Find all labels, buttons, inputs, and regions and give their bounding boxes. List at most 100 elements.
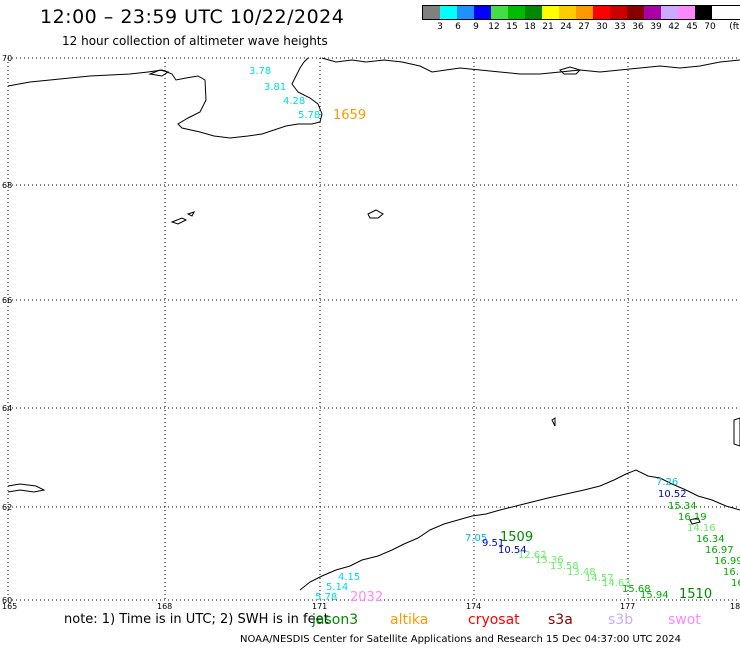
legend-unit: (ft) — [729, 22, 740, 32]
island-north — [559, 66, 581, 75]
satellite-swot: swot — [668, 612, 701, 628]
legend-label: 3 — [437, 22, 443, 32]
swh-value: 15.94 — [640, 590, 669, 601]
satellite-altika: altika — [390, 612, 429, 628]
legend-label: 42 — [668, 22, 680, 32]
legend-label: 12 — [488, 22, 500, 32]
lon-label: 165 — [2, 602, 17, 611]
legend-label: 24 — [560, 22, 572, 32]
swh-value: 13.36 — [535, 555, 564, 566]
island-small-3 — [186, 211, 195, 217]
island-s-1 — [733, 417, 740, 447]
swh-value: 5.78 — [315, 592, 337, 603]
swh-value: 10.52 — [658, 489, 687, 500]
legend-swatch — [661, 6, 678, 19]
swh-value: 14.16 — [687, 523, 716, 534]
legend-swatch — [576, 6, 593, 19]
swh-value: 12.62 — [518, 550, 547, 561]
swh-value: 16.34 — [696, 534, 725, 545]
credit-line: NOAA/NESDIS Center for Satellite Applica… — [240, 634, 682, 645]
legend-swatch — [559, 6, 576, 19]
coast-north — [7, 57, 323, 139]
lat-label: 68 — [2, 181, 12, 190]
legend-swatch — [474, 6, 491, 19]
swh-value: 5.78 — [298, 110, 320, 121]
island-small-1 — [367, 209, 384, 219]
legend-label: 15 — [506, 22, 518, 32]
legend-swatches — [422, 5, 740, 20]
swh-value: 16.19 — [678, 512, 707, 523]
swh-value: 14.57 — [585, 573, 614, 584]
lon-labels: 165 168 171 174 177 180 — [2, 602, 740, 611]
footer-note: note: 1) Time is in UTC; 2) SWH is in fe… — [64, 612, 329, 627]
legend-swatch — [508, 6, 525, 19]
coast-north-east — [321, 57, 740, 75]
swh-observations: 3.78 3.81 4.28 5.78 7.05 9.51 10.54 12.6… — [249, 66, 740, 603]
swh-value: 14.63 — [602, 578, 631, 589]
legend-swatch — [525, 6, 542, 19]
legend-label: 9 — [473, 22, 479, 32]
swh-value: 3.81 — [264, 82, 286, 93]
swh-value: 10.54 — [498, 545, 527, 556]
legend-swatch — [593, 6, 610, 19]
lon-label: 168 — [157, 602, 172, 611]
legend-swatch — [678, 6, 695, 19]
satellite-s3a: s3a — [548, 612, 573, 628]
island-kotzebue — [148, 69, 170, 77]
swh-value: 16 — [731, 578, 740, 589]
legend-swatch — [695, 6, 712, 19]
swh-value: 13.48 — [567, 567, 596, 578]
satellite-s3b: s3b — [608, 612, 634, 628]
satellite-cryosat: cryosat — [468, 612, 520, 628]
swh-value: 9.51 — [482, 538, 504, 549]
lon-label: 171 — [312, 602, 327, 611]
map-title: 12:00 – 23:59 UTC 10/22/2024 — [40, 6, 345, 28]
legend-swatch — [542, 6, 559, 19]
pass-time: 1510 — [679, 587, 712, 602]
legend-label: 33 — [614, 22, 626, 32]
legend-label: 30 — [596, 22, 608, 32]
lon-label: 177 — [620, 602, 635, 611]
satellite-jason3: jason3 — [312, 612, 359, 628]
legend-label: 70 — [704, 22, 716, 32]
coast-south — [299, 469, 740, 591]
legend-swatch — [610, 6, 627, 19]
lat-label: 60 — [2, 596, 12, 605]
swh-value: 7.05 — [465, 533, 487, 544]
pass-time: 2032 — [350, 590, 383, 605]
swh-value: 16.99 — [714, 556, 740, 567]
island-s-2 — [551, 417, 556, 427]
swh-value: 7.26 — [656, 477, 678, 488]
lon-label: 180 — [730, 602, 740, 611]
pass-time: 1509 — [500, 530, 533, 545]
legend-label: 21 — [542, 22, 554, 32]
swh-value: 4.28 — [283, 96, 305, 107]
legend-label: 18 — [524, 22, 536, 32]
lat-label: 64 — [2, 404, 12, 413]
island-s-3 — [689, 517, 701, 525]
legend-swatch — [627, 6, 644, 19]
legend-label: 6 — [455, 22, 461, 32]
st-lawrence — [7, 483, 46, 493]
legend-label: 36 — [632, 22, 644, 32]
lat-label: 62 — [2, 503, 12, 512]
lon-label: 174 — [466, 602, 481, 611]
legend-swatch — [491, 6, 508, 19]
swh-value: 16. — [723, 567, 739, 578]
pass-time: 1659 — [333, 108, 366, 123]
swh-value: 16.97 — [705, 545, 734, 556]
lat-label: 66 — [2, 296, 12, 305]
legend-swatch — [644, 6, 661, 19]
swh-value: 15.68 — [622, 584, 651, 595]
island-small-2 — [170, 217, 188, 225]
swh-value: 4.15 — [338, 572, 360, 583]
pass-times: 1659 1509 2032 1510 — [333, 108, 712, 605]
legend-label: 45 — [686, 22, 698, 32]
graticule — [7, 57, 740, 601]
lat-label: 70 — [2, 54, 12, 63]
legend-swatch — [423, 6, 440, 19]
map-subtitle: 12 hour collection of altimeter wave hei… — [62, 34, 328, 48]
